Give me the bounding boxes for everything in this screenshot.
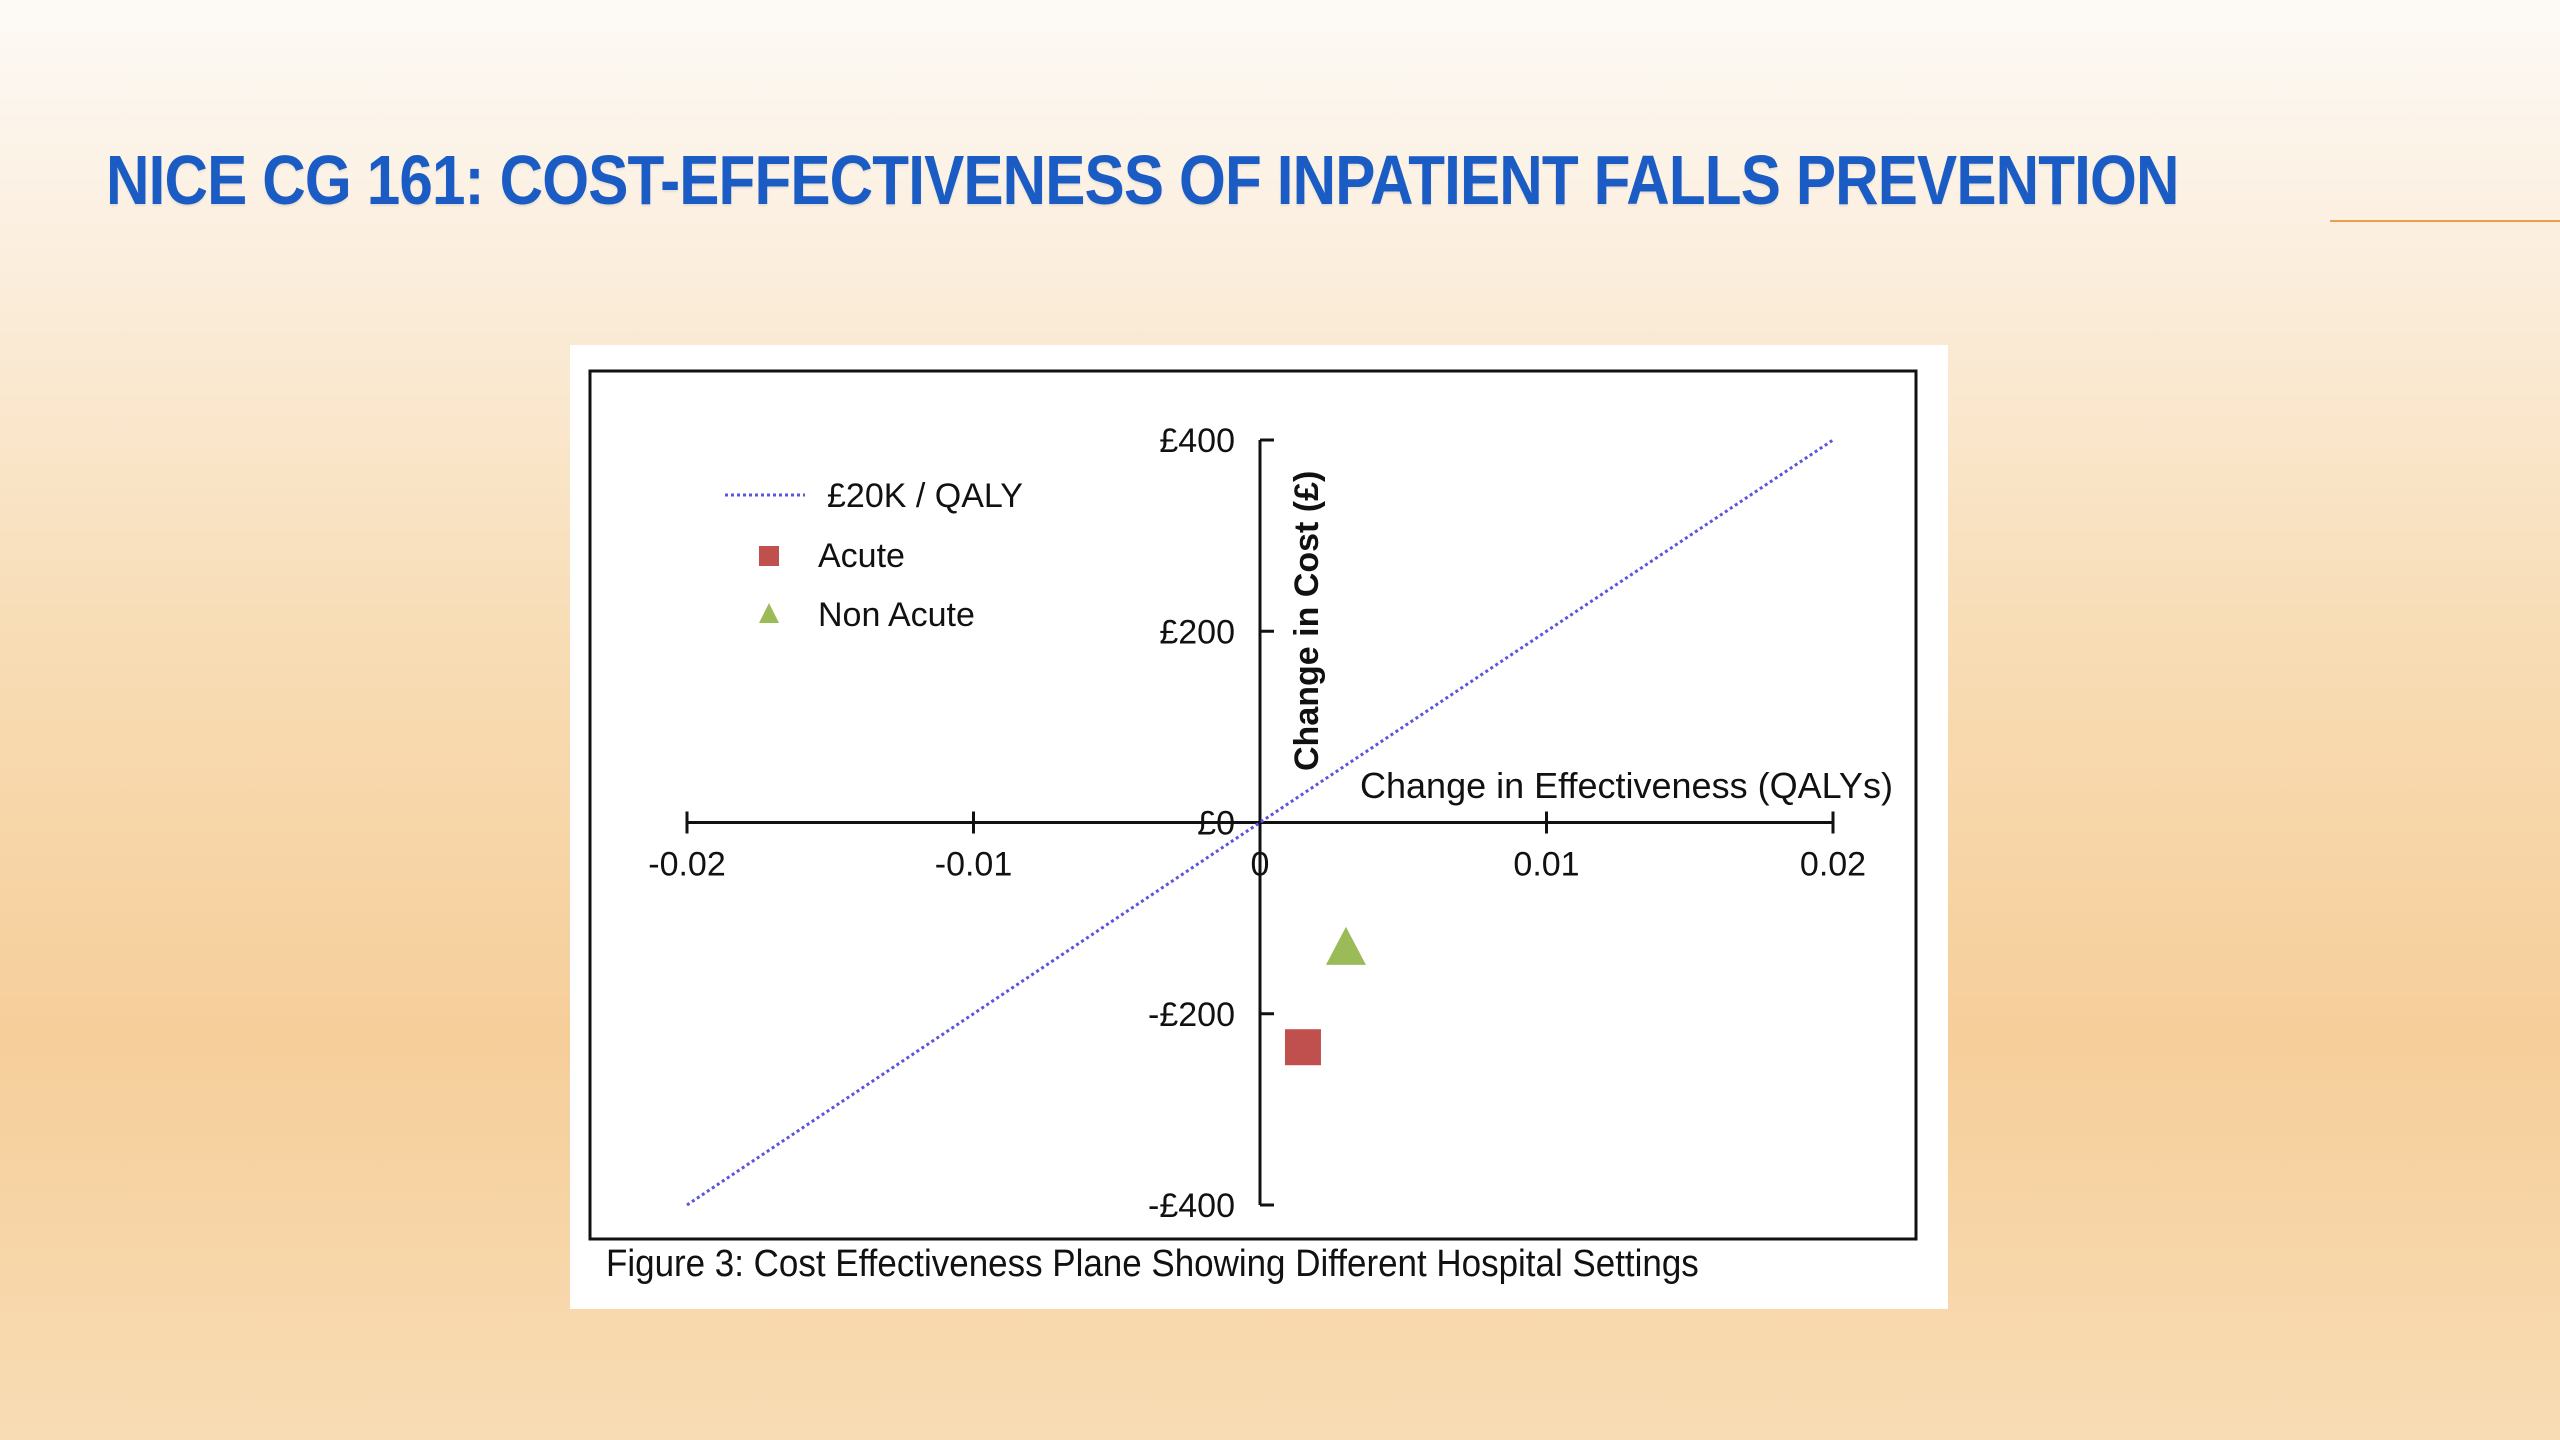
- legend-non-acute-swatch: [759, 603, 779, 623]
- y-axis-label: Change in Cost (£): [1288, 471, 1326, 771]
- cost-effectiveness-chart: -0.02-0.0100.010.02£400£200£0-£200-£400 …: [588, 369, 1918, 1241]
- x-tick-label: 0.02: [1800, 846, 1866, 884]
- figure-card: -0.02-0.0100.010.02£400£200£0-£200-£400 …: [570, 345, 1948, 1309]
- axes: -0.02-0.0100.010.02£400£200£0-£200-£400: [648, 422, 1866, 1225]
- threshold-line-layer: [686, 438, 1834, 1207]
- x-tick-label: 0.01: [1513, 846, 1579, 884]
- threshold-line: [686, 438, 1834, 1207]
- y-tick-label: -£400: [1148, 1187, 1235, 1225]
- slide-title: NICE CG 161: COST-EFFECTIVENESS OF INPAT…: [106, 141, 2179, 219]
- figure-caption: Figure 3: Cost Effectiveness Plane Showi…: [606, 1243, 1699, 1285]
- x-axis-label: Change in Effectiveness (QALYs): [1360, 765, 1893, 806]
- y-tick-label: £0: [1197, 805, 1235, 843]
- data-points: [1284, 926, 1366, 1066]
- point-acute: [1284, 1029, 1321, 1066]
- legend-non-acute-label: Non Acute: [818, 596, 975, 634]
- x-tick-label: -0.02: [648, 846, 726, 884]
- legend-acute-swatch: [759, 546, 779, 566]
- x-tick-label: -0.01: [935, 846, 1013, 884]
- y-tick-label: -£200: [1148, 996, 1235, 1034]
- legend: £20K / QALY Acute Non Acute: [725, 477, 1023, 634]
- title-underline: [2330, 220, 2560, 222]
- plot-frame: [588, 369, 1918, 1241]
- legend-threshold-label: £20K / QALY: [827, 477, 1023, 515]
- legend-acute-label: Acute: [818, 537, 905, 575]
- y-tick-label: £200: [1159, 613, 1235, 651]
- point-non-acute: [1325, 926, 1366, 965]
- y-tick-label: £400: [1159, 422, 1235, 460]
